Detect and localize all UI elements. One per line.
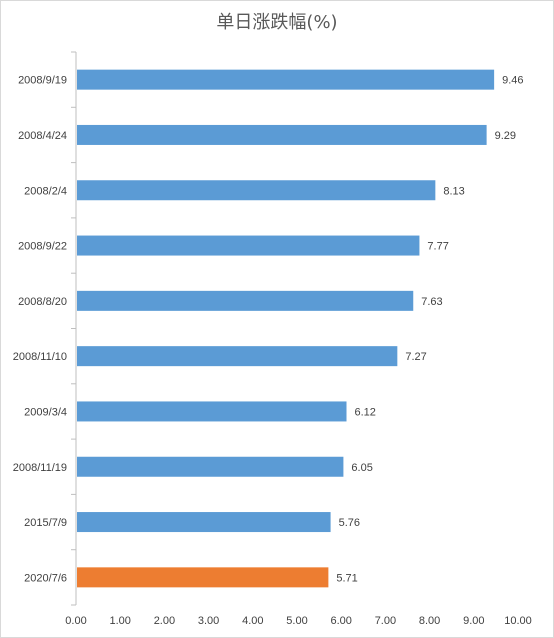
bar bbox=[77, 290, 414, 311]
x-tick-label: 5.00 bbox=[286, 615, 307, 627]
category-label: 2015/7/9 bbox=[24, 517, 67, 529]
bar bbox=[77, 456, 344, 477]
category-label: 2008/11/10 bbox=[13, 351, 67, 363]
x-tick-label: 4.00 bbox=[242, 615, 263, 627]
value-label: 7.77 bbox=[427, 241, 448, 253]
value-label: 9.29 bbox=[495, 130, 516, 142]
x-tick-label: 6.00 bbox=[330, 615, 351, 627]
bar bbox=[77, 235, 420, 256]
category-label: 2008/9/19 bbox=[18, 75, 67, 87]
category-label: 2020/7/6 bbox=[24, 572, 67, 584]
bar bbox=[77, 346, 398, 367]
value-label: 9.46 bbox=[502, 75, 523, 87]
bar bbox=[77, 401, 347, 422]
bars bbox=[77, 69, 495, 588]
value-label: 8.13 bbox=[443, 185, 464, 197]
category-label: 2008/2/4 bbox=[24, 185, 67, 197]
x-tick-label: 0.00 bbox=[65, 615, 86, 627]
value-label: 5.71 bbox=[336, 572, 357, 584]
value-label: 6.12 bbox=[355, 406, 376, 418]
bar bbox=[77, 180, 436, 201]
value-label: 6.05 bbox=[351, 462, 372, 474]
category-label: 2008/4/24 bbox=[18, 130, 67, 142]
x-tick-label: 7.00 bbox=[375, 615, 396, 627]
category-label: 2009/3/4 bbox=[24, 406, 67, 418]
x-tick-label: 2.00 bbox=[154, 615, 175, 627]
category-label: 2008/11/19 bbox=[13, 462, 67, 474]
labels: 2008/9/19 9.46 2008/4/24 9.29 2008/2/4 8.13 20… bbox=[13, 75, 524, 585]
x-tick-label: 3.00 bbox=[198, 615, 219, 627]
x-tick-label: 9.00 bbox=[463, 615, 484, 627]
bar bbox=[77, 124, 487, 145]
x-tick-label: 8.00 bbox=[419, 615, 440, 627]
value-label: 7.63 bbox=[421, 296, 442, 308]
bar bbox=[77, 512, 331, 533]
bar bbox=[77, 567, 329, 588]
value-label: 7.27 bbox=[405, 351, 426, 363]
value-label: 5.76 bbox=[339, 517, 360, 529]
chart-title: 单日涨跌幅(%) bbox=[216, 12, 338, 33]
category-label: 2008/9/22 bbox=[18, 241, 67, 253]
x-tick-label: 10.00 bbox=[504, 615, 532, 627]
axes: 0.00 1.00 2.00 3.00 4.00 5.00 6.00 7.00 8.00 9.00… bbox=[65, 51, 532, 627]
category-label: 2008/8/20 bbox=[18, 296, 67, 308]
bar bbox=[77, 69, 495, 90]
x-tick-label: 1.00 bbox=[109, 615, 130, 627]
